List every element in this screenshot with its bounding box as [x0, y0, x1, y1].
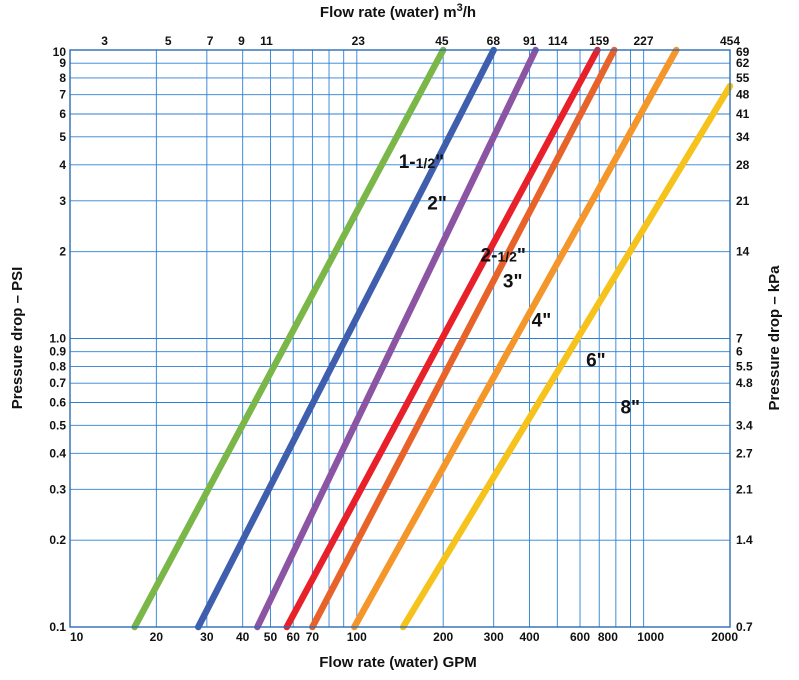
- x-tick-label: 600: [570, 630, 590, 644]
- y2-tick-label: 21: [736, 194, 750, 208]
- y2-tick-labels: 0.7 1.4 2.1 2.7 3.4 4.8 5.567 14 21 28 34 41 48 55626…: [736, 45, 753, 634]
- series-label-6: 6": [586, 350, 606, 371]
- y-tick-label: 3: [59, 194, 66, 208]
- y2-tick-label: 34: [736, 130, 750, 144]
- x2-tick-label: 7: [207, 34, 214, 48]
- y2-tick-label: 3.4: [736, 418, 753, 432]
- series-label-4: 3": [503, 272, 523, 293]
- y-tick-label: 1.0: [49, 332, 66, 346]
- x-tick-label: 200: [433, 630, 453, 644]
- series-label-suffix: ": [597, 350, 606, 371]
- x-tick-label: 400: [520, 630, 540, 644]
- x-tick-label: 10: [70, 630, 84, 644]
- x2-tick-label: 159: [589, 34, 609, 48]
- y2-tick-label: 1.4: [736, 533, 753, 547]
- y-tick-label: 0.9: [49, 345, 66, 359]
- y-tick-label: 6: [59, 107, 66, 121]
- y-tick-label: 0.8: [49, 359, 66, 373]
- y2-tick-label: 6: [736, 345, 743, 359]
- series-label-main: 2-: [481, 245, 498, 266]
- x2-tick-label: 68: [487, 34, 501, 48]
- y-tick-label: 0.3: [49, 482, 66, 496]
- x-tick-label: 20: [150, 630, 164, 644]
- series-label-suffix: ": [435, 152, 444, 173]
- series-label-suffix: ": [438, 193, 447, 214]
- y2-tick-label: 2.1: [736, 482, 753, 496]
- y2-tick-label: 5.5: [736, 359, 753, 373]
- series-label-3: 2-1/2": [481, 245, 526, 266]
- series-label-main: 2: [427, 193, 438, 214]
- y2-tick-label: 4.8: [736, 376, 753, 390]
- y2-tick-label: 55: [736, 71, 750, 85]
- x-tick-label: 100: [347, 630, 367, 644]
- y2-tick-label: 69: [736, 45, 750, 59]
- y-tick-label: 0.7: [49, 376, 66, 390]
- y2-tick-label: 41: [736, 107, 750, 121]
- y-tick-label: 0.5: [49, 418, 66, 432]
- series-label-5: 4": [532, 311, 552, 332]
- series-label-fraction: 1/2: [497, 248, 517, 264]
- y-tick-label: 2: [59, 245, 66, 259]
- series-label-suffix: ": [542, 311, 551, 332]
- x2-axis-title-suffix: /h: [463, 4, 476, 21]
- y2-axis-title: Pressure drop – kPa: [766, 265, 783, 411]
- x-axis-title: Flow rate (water) GPM: [319, 654, 477, 671]
- x-tick-label: 40: [236, 630, 250, 644]
- x2-tick-label: 11: [260, 34, 273, 48]
- x2-tick-labels: 3 5 7 9 11 23 45 68 91 114 159 227 454: [101, 34, 740, 48]
- y-tick-label: 5: [59, 130, 66, 144]
- series-label-2: 2": [427, 193, 447, 214]
- y-tick-label: 0.4: [49, 446, 66, 460]
- y-tick-label: 7: [59, 88, 66, 102]
- y2-tick-label: 0.7: [736, 620, 753, 634]
- y2-tick-label: 48: [736, 88, 750, 102]
- y-tick-label: 0.2: [49, 533, 66, 547]
- x-tick-label: 70: [306, 630, 320, 644]
- x2-tick-label: 5: [165, 34, 172, 48]
- x2-tick-label: 114: [548, 34, 568, 48]
- x2-axis-title: Flow rate (water) m3/h: [320, 2, 476, 21]
- x2-tick-label: 45: [435, 34, 449, 48]
- series-label-suffix: ": [631, 397, 640, 418]
- series-label-1: 1-1/2": [399, 152, 444, 173]
- x2-tick-label: 91: [523, 34, 537, 48]
- x-tick-label: 1000: [637, 630, 664, 644]
- x2-axis-title-prefix: Flow rate (water) m: [320, 4, 457, 21]
- y-tick-label: 8: [59, 71, 66, 85]
- y2-tick-label: 28: [736, 158, 750, 172]
- x-tick-label: 800: [598, 630, 618, 644]
- series-label-main: 4: [532, 311, 543, 332]
- x2-tick-label: 23: [352, 34, 366, 48]
- y2-tick-label: 14: [736, 245, 750, 259]
- x2-tick-label: 227: [633, 34, 653, 48]
- x-tick-label: 30: [200, 630, 214, 644]
- x-tick-label: 60: [287, 630, 301, 644]
- series-label-main: 1-: [399, 152, 416, 173]
- y-tick-label: 4: [59, 158, 66, 172]
- x2-tick-label: 3: [101, 34, 108, 48]
- x-tick-labels: 10 20 30 40 50 60 70 100 200 300 400 600 800 1000 2000: [70, 630, 738, 644]
- y2-tick-label: 7: [736, 332, 743, 346]
- x-tick-label: 2000: [711, 630, 738, 644]
- series-label-main: 6: [586, 350, 597, 371]
- y-axis-title: Pressure drop – PSI: [9, 267, 26, 410]
- series-label-suffix: ": [513, 272, 522, 293]
- x-tick-label: 50: [264, 630, 278, 644]
- series-label-main: 3: [503, 272, 514, 293]
- y-tick-label: 10: [53, 45, 67, 59]
- series-label-suffix: ": [517, 245, 526, 266]
- y2-tick-label: 2.7: [736, 446, 753, 460]
- x2-tick-label: 9: [238, 34, 245, 48]
- x-tick-label: 300: [484, 630, 504, 644]
- series-label-fraction: 1/2: [416, 155, 436, 171]
- y-tick-label: 0.6: [49, 396, 66, 410]
- series-label-7: 8": [620, 397, 640, 418]
- y-tick-label: 0.1: [49, 620, 66, 634]
- series-label-main: 8: [620, 397, 631, 418]
